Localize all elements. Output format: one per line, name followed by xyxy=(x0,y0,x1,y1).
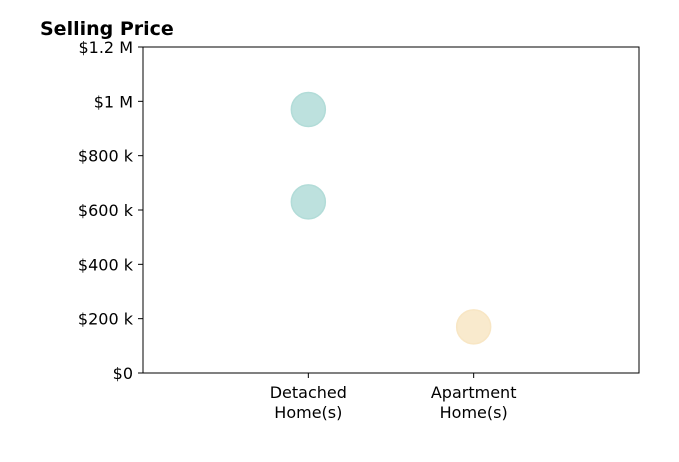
y-tick-label: $600 k xyxy=(78,201,134,220)
x-tick-label: Apartment Home(s) xyxy=(431,383,517,422)
y-tick-label: $1.2 M xyxy=(78,38,133,57)
x-tick-label-line: Apartment xyxy=(431,383,517,402)
x-tick-label: Detached Home(s) xyxy=(270,383,347,422)
x-axis: Detached Home(s)Apartment Home(s) xyxy=(270,373,517,422)
data-point xyxy=(290,184,327,220)
x-tick-label-line: Home(s) xyxy=(440,403,508,422)
y-tick-label: $0 xyxy=(113,364,133,383)
y-tick-label: $800 k xyxy=(78,147,134,166)
y-tick-label: $400 k xyxy=(78,255,134,274)
data-point xyxy=(290,91,327,128)
x-tick-label-line: Detached xyxy=(270,383,347,402)
y-tick-label: $1 M xyxy=(94,92,133,111)
chart-title: Selling Price xyxy=(40,18,174,40)
y-tick-label: $200 k xyxy=(78,310,134,329)
y-axis: $0 $200 k $400 k $600 k $800 k $1 M $1.2 M xyxy=(78,38,143,383)
plot-frame xyxy=(142,46,640,374)
x-tick-label-line: Home(s) xyxy=(274,403,342,422)
data-points xyxy=(290,91,492,345)
data-point xyxy=(455,309,492,345)
